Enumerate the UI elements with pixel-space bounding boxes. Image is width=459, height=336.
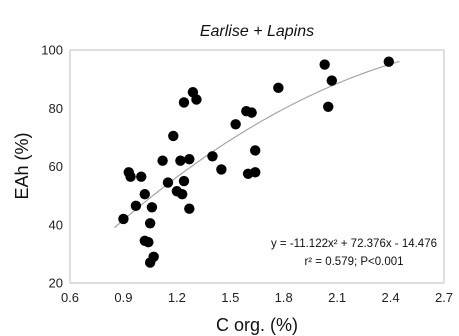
data-point	[207, 151, 218, 162]
y-tick-label: 100	[41, 43, 63, 58]
data-point	[125, 171, 136, 182]
data-point	[216, 164, 227, 175]
data-point	[273, 82, 284, 94]
x-tick-label: 1.2	[168, 290, 186, 305]
data-point	[136, 171, 147, 182]
data-point	[323, 101, 334, 112]
data-point	[139, 188, 150, 200]
data-point	[250, 167, 261, 178]
x-axis-title: C org. (%)	[216, 315, 298, 335]
x-tick-label: 2.4	[382, 290, 400, 305]
data-point	[157, 155, 168, 166]
data-point	[230, 119, 241, 130]
data-points	[118, 56, 394, 268]
x-axis-ticks: 0.6 0.9 1.2 1.5 1.8 2.1 2.4 2.7	[61, 290, 453, 305]
y-tick-label: 40	[49, 217, 63, 232]
data-point	[184, 154, 195, 165]
data-point	[148, 251, 159, 262]
y-axis-title: EAh (%)	[12, 132, 32, 199]
data-point	[168, 130, 179, 142]
data-point	[184, 203, 195, 214]
r-squared-label: r² = 0.579; P<0.001	[304, 256, 403, 268]
plot-area	[69, 49, 445, 284]
y-tick-label: 80	[49, 101, 63, 116]
y-tick-label: 60	[49, 159, 63, 174]
x-tick-label: 2.1	[328, 290, 346, 305]
data-point	[162, 177, 174, 188]
x-tick-label: 2.7	[435, 290, 453, 305]
data-point	[250, 145, 261, 156]
x-tick-label: 1.5	[221, 290, 239, 305]
y-tick-label: 20	[49, 276, 63, 291]
x-tick-label: 0.6	[61, 290, 79, 305]
y-axis-ticks: 20 40 60 80 100	[41, 43, 63, 291]
data-point	[178, 97, 190, 108]
data-point	[246, 107, 257, 118]
data-point	[178, 175, 190, 187]
data-point	[144, 218, 156, 229]
chart-title: Earlise + Lapins	[200, 23, 314, 40]
data-point	[146, 202, 158, 213]
data-point	[383, 56, 394, 67]
data-point	[143, 237, 154, 248]
data-point	[118, 213, 129, 225]
data-point	[326, 75, 337, 86]
trendline-equation: y = -11.122x² + 72.376x - 14.476	[271, 238, 437, 250]
data-point	[130, 200, 142, 212]
data-point	[177, 188, 188, 200]
data-point	[319, 59, 330, 70]
data-point	[191, 94, 202, 105]
x-tick-label: 1.8	[275, 290, 293, 305]
data-point	[175, 155, 186, 166]
trendline	[114, 60, 400, 229]
x-tick-label: 0.9	[114, 290, 132, 305]
